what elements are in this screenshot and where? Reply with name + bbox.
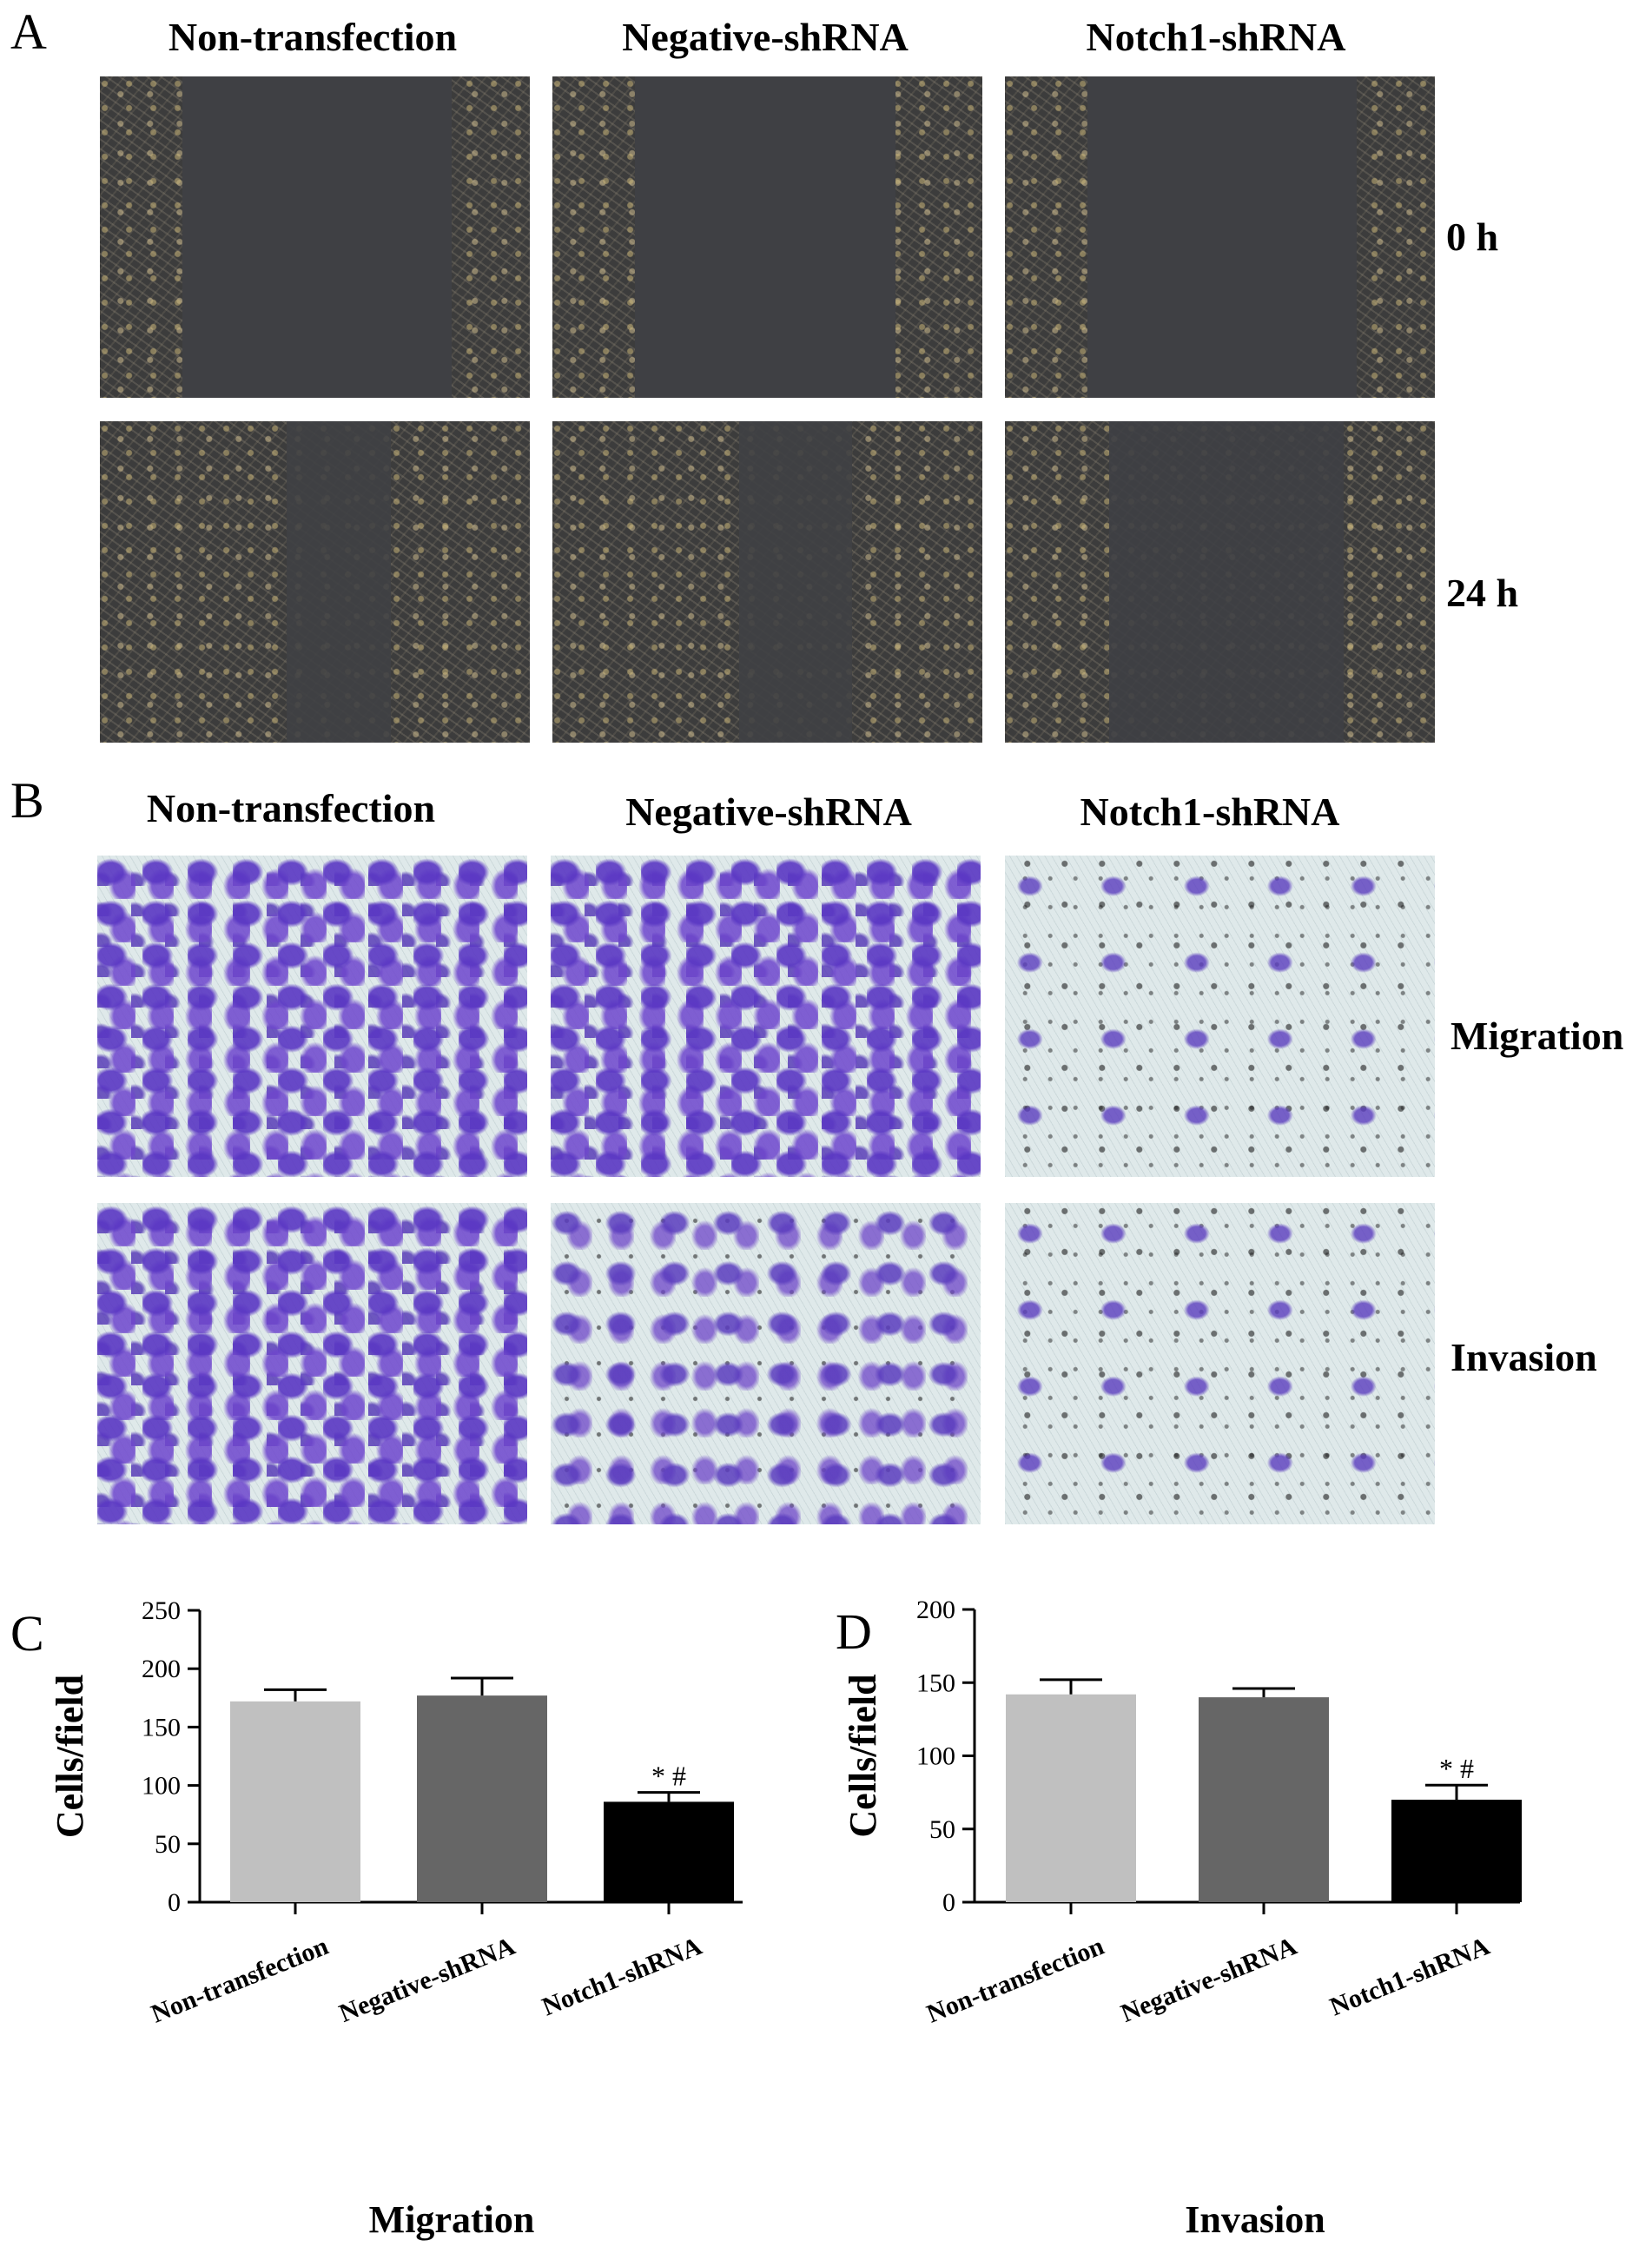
y-tick-label: 150 bbox=[142, 1713, 181, 1741]
panel-a-col-title: Notch1-shRNA bbox=[1086, 15, 1346, 59]
transwell-image-migration-notch1-shrna bbox=[1005, 856, 1435, 1177]
scratch-image-0h-notch1-shrna bbox=[1005, 76, 1435, 398]
x-tick-label: Notch1-shRNA bbox=[538, 1932, 705, 2022]
y-tick-label: 0 bbox=[168, 1888, 181, 1917]
chart-c-migration: C 0 50 100 150 200 250 Cells/field Non-transfect… bbox=[10, 1596, 743, 2241]
scratch-image-24h-negative-shrna bbox=[552, 421, 982, 743]
panel-b-col-title: Non-transfection bbox=[146, 786, 436, 830]
transwell-image-invasion-non-transfection bbox=[97, 1203, 527, 1524]
x-tick-label: Non-transfection bbox=[147, 1932, 333, 2029]
scratch-image-0h-non-transfection bbox=[100, 76, 530, 398]
bar bbox=[1391, 1800, 1522, 1902]
transwell-image-migration-negative-shrna bbox=[551, 856, 981, 1177]
panel-a-col-title: Non-transfection bbox=[168, 15, 458, 59]
bar bbox=[1199, 1697, 1329, 1902]
transwell-image-migration-non-transfection bbox=[97, 856, 527, 1177]
y-tick-label: 150 bbox=[916, 1669, 955, 1697]
x-tick-label: Negative-shRNA bbox=[335, 1932, 519, 2028]
scratch-image-24h-non-transfection bbox=[100, 421, 530, 743]
y-tick-label: 0 bbox=[942, 1888, 955, 1917]
y-axis-label: Cells/field bbox=[842, 1674, 884, 1837]
chart-d-invasion: D 0 50 100 150 200 Cells/field Non-transfection… bbox=[836, 1596, 1522, 2241]
x-axis-label: Invasion bbox=[1185, 2198, 1325, 2241]
panel-b-col-title: Negative-shRNA bbox=[625, 790, 912, 834]
y-tick-label: 200 bbox=[916, 1596, 955, 1624]
panel-letter: D bbox=[836, 1603, 872, 1660]
transwell-image-invasion-negative-shrna bbox=[551, 1203, 981, 1524]
panel-b-letter: B bbox=[10, 772, 44, 829]
significance-label: * # bbox=[651, 1761, 686, 1792]
panel-a-row-label: 0 h bbox=[1446, 215, 1499, 259]
bar bbox=[604, 1801, 734, 1902]
y-tick-label: 50 bbox=[929, 1815, 955, 1844]
y-axis-label: Cells/field bbox=[49, 1675, 91, 1838]
y-tick-label: 250 bbox=[142, 1596, 181, 1625]
transwell-image-invasion-notch1-shrna bbox=[1005, 1203, 1435, 1524]
bar bbox=[230, 1701, 360, 1902]
x-tick-label: Negative-shRNA bbox=[1117, 1932, 1301, 2028]
bar bbox=[1006, 1694, 1136, 1902]
panel-a-col-title: Negative-shRNA bbox=[622, 15, 909, 59]
y-tick-label: 100 bbox=[916, 1742, 955, 1771]
panel-a-letter: A bbox=[10, 3, 47, 60]
panel-b-row-label: Invasion bbox=[1450, 1335, 1597, 1379]
panel-b-row-label: Migration bbox=[1450, 1014, 1624, 1058]
x-tick-label: Notch1-shRNA bbox=[1325, 1932, 1493, 2022]
y-tick-label: 200 bbox=[142, 1655, 181, 1683]
panel-letter: C bbox=[10, 1605, 44, 1662]
panel-a-row-label: 24 h bbox=[1446, 571, 1519, 615]
scratch-image-0h-negative-shrna bbox=[552, 76, 982, 398]
x-axis-label: Migration bbox=[369, 2198, 535, 2241]
y-tick-label: 100 bbox=[142, 1772, 181, 1801]
bar bbox=[417, 1695, 547, 1902]
y-tick-label: 50 bbox=[155, 1830, 181, 1859]
panel-b-col-title: Notch1-shRNA bbox=[1080, 790, 1340, 834]
significance-label: * # bbox=[1439, 1753, 1474, 1784]
x-tick-label: Non-transfection bbox=[922, 1932, 1108, 2029]
scratch-image-24h-notch1-shrna bbox=[1005, 421, 1435, 743]
